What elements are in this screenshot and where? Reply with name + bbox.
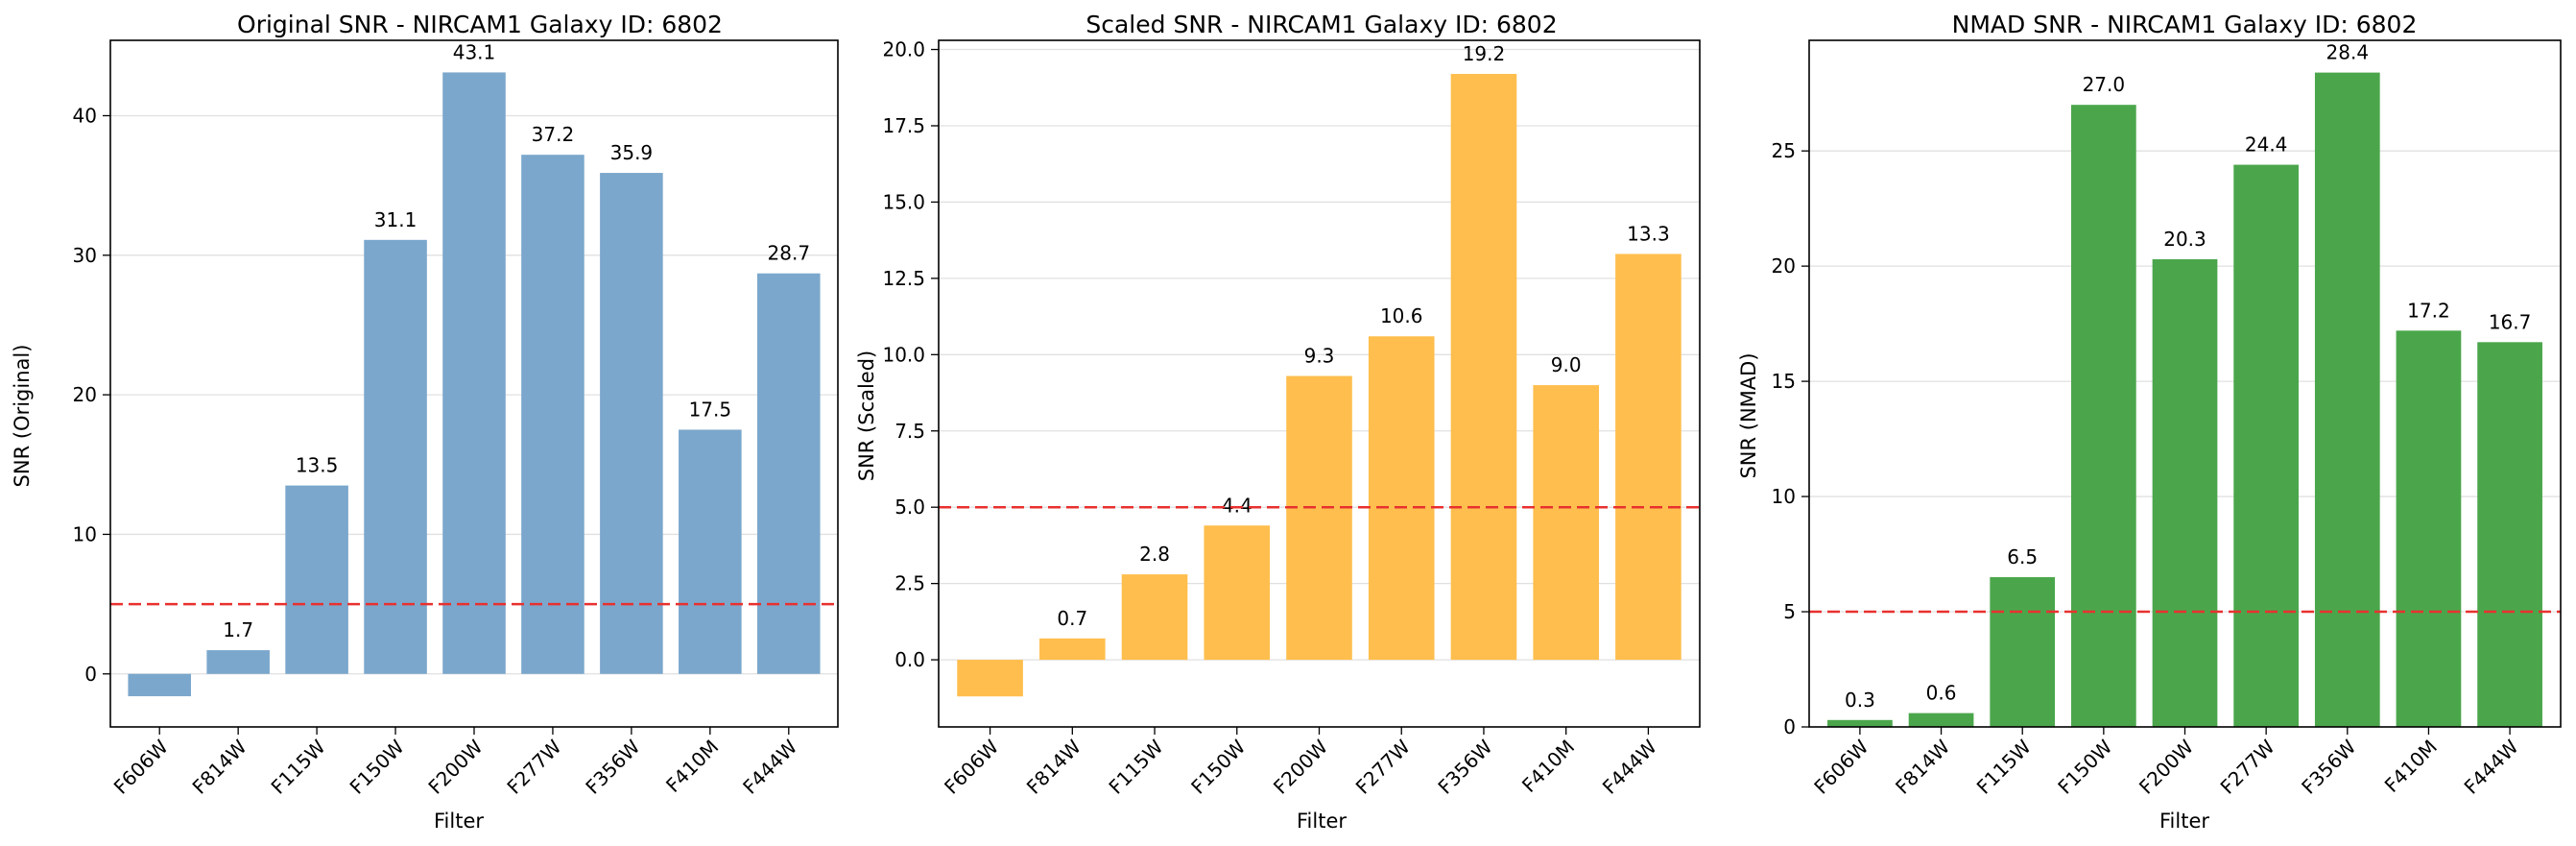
y-tick-label: 40 xyxy=(73,104,97,127)
data-label: 6.5 xyxy=(2007,545,2038,568)
data-label: 35.9 xyxy=(610,141,654,164)
y-tick-label: 30 xyxy=(73,244,97,267)
bar xyxy=(600,173,663,674)
bar xyxy=(1368,336,1435,661)
data-label: 0.6 xyxy=(1926,682,1957,705)
chart-title: Original SNR - NIRCAM1 Galaxy ID: 6802 xyxy=(237,11,723,38)
data-label: 43.1 xyxy=(453,40,496,63)
bar xyxy=(1533,385,1599,661)
bar xyxy=(2070,105,2136,727)
data-label: 9.0 xyxy=(1551,353,1582,376)
y-axis-label: SNR (NMAD) xyxy=(1737,352,1760,478)
data-label: 13.3 xyxy=(1627,222,1670,245)
data-label: 16.7 xyxy=(2489,310,2532,333)
bar xyxy=(2477,342,2542,727)
data-label: 4.4 xyxy=(1222,494,1252,517)
bar xyxy=(757,273,821,674)
bar xyxy=(1286,375,1352,661)
bar xyxy=(2396,330,2462,727)
bar xyxy=(1990,577,2056,727)
data-label: 17.5 xyxy=(689,398,732,421)
bar xyxy=(2314,72,2380,728)
bar xyxy=(442,72,506,674)
data-label: 28.7 xyxy=(768,242,811,265)
y-tick-label: 0.0 xyxy=(894,648,925,671)
y-tick-label: 5.0 xyxy=(894,496,925,519)
x-axis-label: Filter xyxy=(434,810,484,833)
x-axis-label: Filter xyxy=(1297,810,1347,833)
y-tick-label: 0 xyxy=(84,663,97,686)
y-tick-label: 15 xyxy=(1772,370,1796,393)
data-label: 20.3 xyxy=(2163,228,2206,251)
data-label: 37.2 xyxy=(532,123,575,146)
axes-frame xyxy=(938,39,1701,728)
y-tick-label: 25 xyxy=(1772,139,1796,162)
x-axis-label: Filter xyxy=(2159,810,2209,833)
data-label: 31.1 xyxy=(374,208,417,231)
y-tick-label: 15.0 xyxy=(882,190,925,213)
bar xyxy=(206,650,270,674)
y-tick-label: 2.5 xyxy=(894,572,925,595)
axes-frame xyxy=(109,39,839,728)
data-label: 0.7 xyxy=(1057,607,1087,630)
data-label: 10.6 xyxy=(1380,304,1423,327)
panel-original: Original SNR - NIRCAM1 Galaxy ID: 6802 0… xyxy=(11,11,839,833)
y-tick-label: 20 xyxy=(1772,254,1796,278)
bar xyxy=(1121,574,1188,661)
bar xyxy=(1039,638,1106,661)
data-label: 13.5 xyxy=(296,454,339,477)
y-tick-label: 20 xyxy=(73,383,97,406)
y-axis-label: SNR (Scaled) xyxy=(855,350,878,482)
bar xyxy=(679,429,742,674)
bar xyxy=(1615,254,1682,661)
data-label: 1.7 xyxy=(223,618,253,641)
y-tick-label: 12.5 xyxy=(882,267,925,290)
y-tick-label: 10 xyxy=(1772,485,1796,508)
bar xyxy=(128,673,191,697)
axes-frame xyxy=(1808,39,2562,728)
data-label: 0.3 xyxy=(1845,689,1875,712)
bar xyxy=(1908,713,1974,727)
bar xyxy=(285,485,348,674)
y-tick-label: 10 xyxy=(73,522,97,545)
bar xyxy=(1827,719,1893,727)
data-label: 24.4 xyxy=(2245,133,2288,157)
data-label: 28.4 xyxy=(2326,41,2370,64)
data-label: 17.2 xyxy=(2407,299,2450,322)
bar xyxy=(2233,164,2300,728)
data-label: 19.2 xyxy=(1463,42,1506,65)
y-tick-label: 5 xyxy=(1783,600,1796,623)
y-tick-label: 0 xyxy=(1783,715,1796,738)
y-tick-label: 17.5 xyxy=(882,114,925,137)
data-label: 2.8 xyxy=(1139,543,1170,566)
data-label: 9.3 xyxy=(1304,345,1335,368)
y-tick-label: 10.0 xyxy=(882,343,925,366)
bar xyxy=(1204,525,1271,661)
bar xyxy=(364,239,427,674)
y-tick-label: 20.0 xyxy=(882,38,925,61)
chart-title: NMAD SNR - NIRCAM1 Galaxy ID: 6802 xyxy=(1952,11,2418,38)
y-axis-label: SNR (Original) xyxy=(11,345,34,488)
bar xyxy=(521,155,584,674)
bar xyxy=(2152,258,2218,727)
chart-title: Scaled SNR - NIRCAM1 Galaxy ID: 6802 xyxy=(1085,11,1557,38)
data-label: 27.0 xyxy=(2083,73,2126,96)
bar xyxy=(957,660,1023,697)
bar xyxy=(1450,73,1517,661)
y-tick-label: 7.5 xyxy=(894,420,925,443)
